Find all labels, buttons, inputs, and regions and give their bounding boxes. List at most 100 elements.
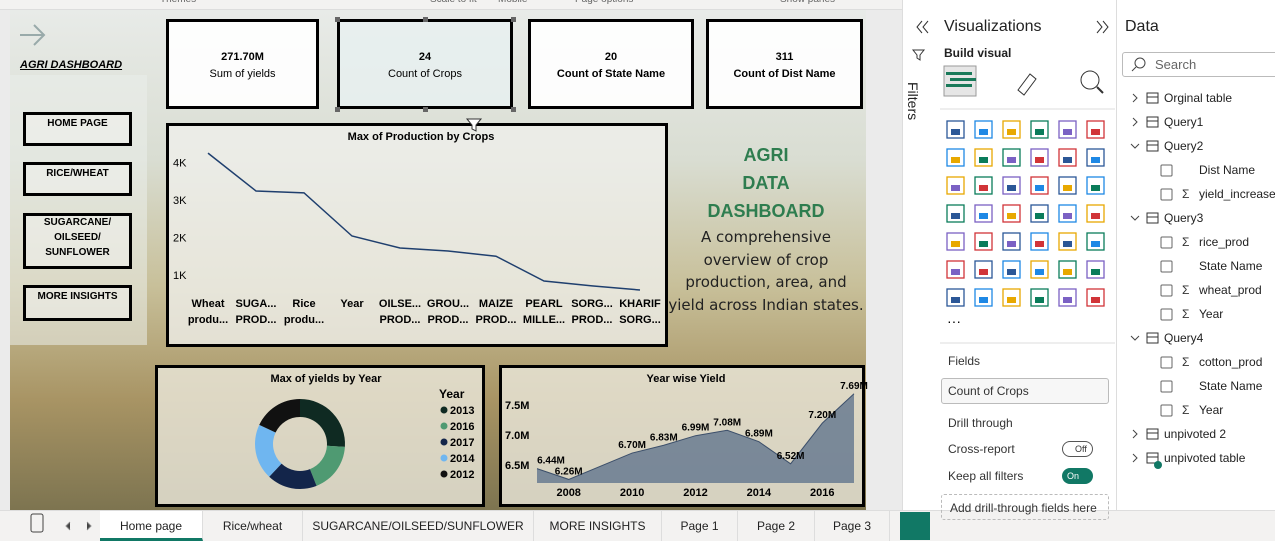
table-icon (1146, 332, 1159, 344)
donut-chart-box[interactable] (155, 365, 485, 507)
table-icon (1146, 92, 1159, 104)
ribbon-label: Themes (160, 0, 196, 5)
back-arrow[interactable] (18, 20, 48, 50)
area-chart-box[interactable] (499, 365, 865, 507)
visual-icon (946, 260, 965, 279)
table-name[interactable]: unpivoted 2 (1164, 427, 1227, 441)
analytics-icon (1080, 70, 1100, 90)
nav-button-label[interactable]: RICE/WHEAT (46, 168, 109, 179)
search-placeholder[interactable]: Search (1155, 57, 1197, 72)
nav-button-label[interactable]: HOME PAGE (47, 118, 108, 129)
visual-icon-fill (951, 129, 960, 135)
page-tab[interactable]: Rice/wheat (203, 511, 303, 541)
nav-button-label[interactable]: MORE INSIGHTS (37, 291, 118, 302)
table-name[interactable]: Orginal table (1164, 91, 1233, 105)
visual-icon (1058, 204, 1077, 223)
page-tab[interactable]: MORE INSIGHTS (534, 511, 662, 541)
table-name[interactable]: Query3 (1164, 211, 1204, 225)
selection-handle (423, 17, 428, 22)
visual-icon-fill (1063, 185, 1072, 191)
kpi-card[interactable] (528, 19, 694, 109)
visual-icon-fill (1035, 241, 1044, 247)
table-icon (1146, 212, 1159, 224)
ribbon-label: Page options (575, 0, 633, 5)
checkbox (1160, 236, 1173, 249)
field-name[interactable]: yield_increase (1199, 187, 1275, 201)
visual-icon (1086, 260, 1105, 279)
visual-icon (1058, 176, 1077, 195)
nav-button[interactable] (23, 162, 132, 196)
kpi-card[interactable] (166, 19, 319, 109)
page-tab[interactable]: Page 2 (738, 511, 815, 541)
sum-icon: Σ (1182, 355, 1190, 369)
search-box[interactable] (1122, 52, 1275, 77)
table-name[interactable]: unpivoted table (1164, 451, 1246, 465)
visual-icon (1002, 176, 1021, 195)
field-name[interactable]: State Name (1199, 259, 1263, 273)
field-name[interactable]: Dist Name (1199, 163, 1256, 177)
sum-icon: Σ (1182, 283, 1190, 297)
kpi-card[interactable] (337, 19, 513, 109)
toggle[interactable] (1062, 468, 1093, 484)
add-page[interactable] (900, 512, 930, 540)
checkbox (1160, 308, 1173, 321)
field-name[interactable]: Year (1199, 403, 1224, 417)
sum-icon: Σ (1182, 235, 1190, 249)
status-badge (1154, 461, 1162, 469)
card-value: 311 (775, 51, 794, 63)
field-name[interactable]: wheat_prod (1199, 283, 1262, 297)
visual-icon (1002, 120, 1021, 139)
table-name[interactable]: Query4 (1164, 331, 1204, 345)
visual-icon-fill (1091, 157, 1100, 163)
nav-button[interactable] (23, 213, 132, 269)
page-tab-bar (0, 510, 1275, 541)
toggle-state[interactable]: On (1067, 471, 1080, 481)
text-heading: DASHBOARD (707, 201, 825, 221)
visual-icon (1086, 204, 1105, 223)
page-tab[interactable]: Page 1 (662, 511, 738, 541)
field-name[interactable]: State Name (1199, 379, 1263, 393)
table-icon (1146, 116, 1159, 128)
table-name[interactable]: Query1 (1164, 115, 1204, 129)
visual-icon-fill (1035, 297, 1044, 303)
selection-handle (423, 107, 428, 112)
text-body: overview of crop (703, 250, 829, 269)
nav-title: AGRI DASHBOARD (20, 59, 123, 71)
toggle-label: Cross-report (948, 442, 1015, 456)
page-tab[interactable]: Page 3 (815, 511, 890, 541)
filter-icon (911, 49, 926, 61)
toggle-state[interactable]: Off (1075, 444, 1087, 454)
page-tab[interactable]: Home page (100, 511, 203, 541)
visual-icon (1086, 232, 1105, 251)
field-name[interactable]: Count of Crops (948, 384, 1029, 398)
visual-icon (974, 120, 993, 139)
toggle[interactable] (1062, 441, 1093, 457)
visual-icon (946, 120, 965, 139)
field-name[interactable]: Year (1199, 307, 1224, 321)
visual-icon (1030, 176, 1049, 195)
visual-icon-fill (1091, 297, 1100, 303)
text-body: production, area, and (685, 273, 847, 291)
card-value: 24 (418, 51, 432, 63)
field-name[interactable]: cotton_prod (1199, 355, 1263, 369)
nav-button-label[interactable]: OILSEED/ (54, 232, 101, 243)
nav-button-label[interactable]: SUGARCANE/ (43, 217, 112, 228)
field-well[interactable] (941, 378, 1109, 404)
filters-title[interactable]: Filters (905, 82, 921, 121)
nav-button[interactable] (23, 112, 132, 146)
card-label: Sum of yields (209, 68, 276, 80)
nav-button[interactable] (23, 285, 132, 321)
nav-button-label[interactable]: SUNFLOWER (45, 247, 110, 258)
visual-icon (946, 176, 965, 195)
drop-zone[interactable]: Add drill-through fields here (941, 494, 1109, 520)
visual-icon (1030, 120, 1049, 139)
visual-icon-fill (1063, 129, 1072, 135)
field-name[interactable]: rice_prod (1199, 235, 1250, 249)
table-name[interactable]: Query2 (1164, 139, 1204, 153)
line-chart-box[interactable] (166, 123, 668, 347)
table-icon (1146, 452, 1159, 464)
expand-chevron (1132, 93, 1138, 103)
text-body: yield across Indian states. (668, 295, 864, 314)
kpi-card[interactable] (706, 19, 863, 109)
page-tab[interactable]: SUGARCANE/OILSEED/SUNFLOWER (303, 511, 534, 541)
